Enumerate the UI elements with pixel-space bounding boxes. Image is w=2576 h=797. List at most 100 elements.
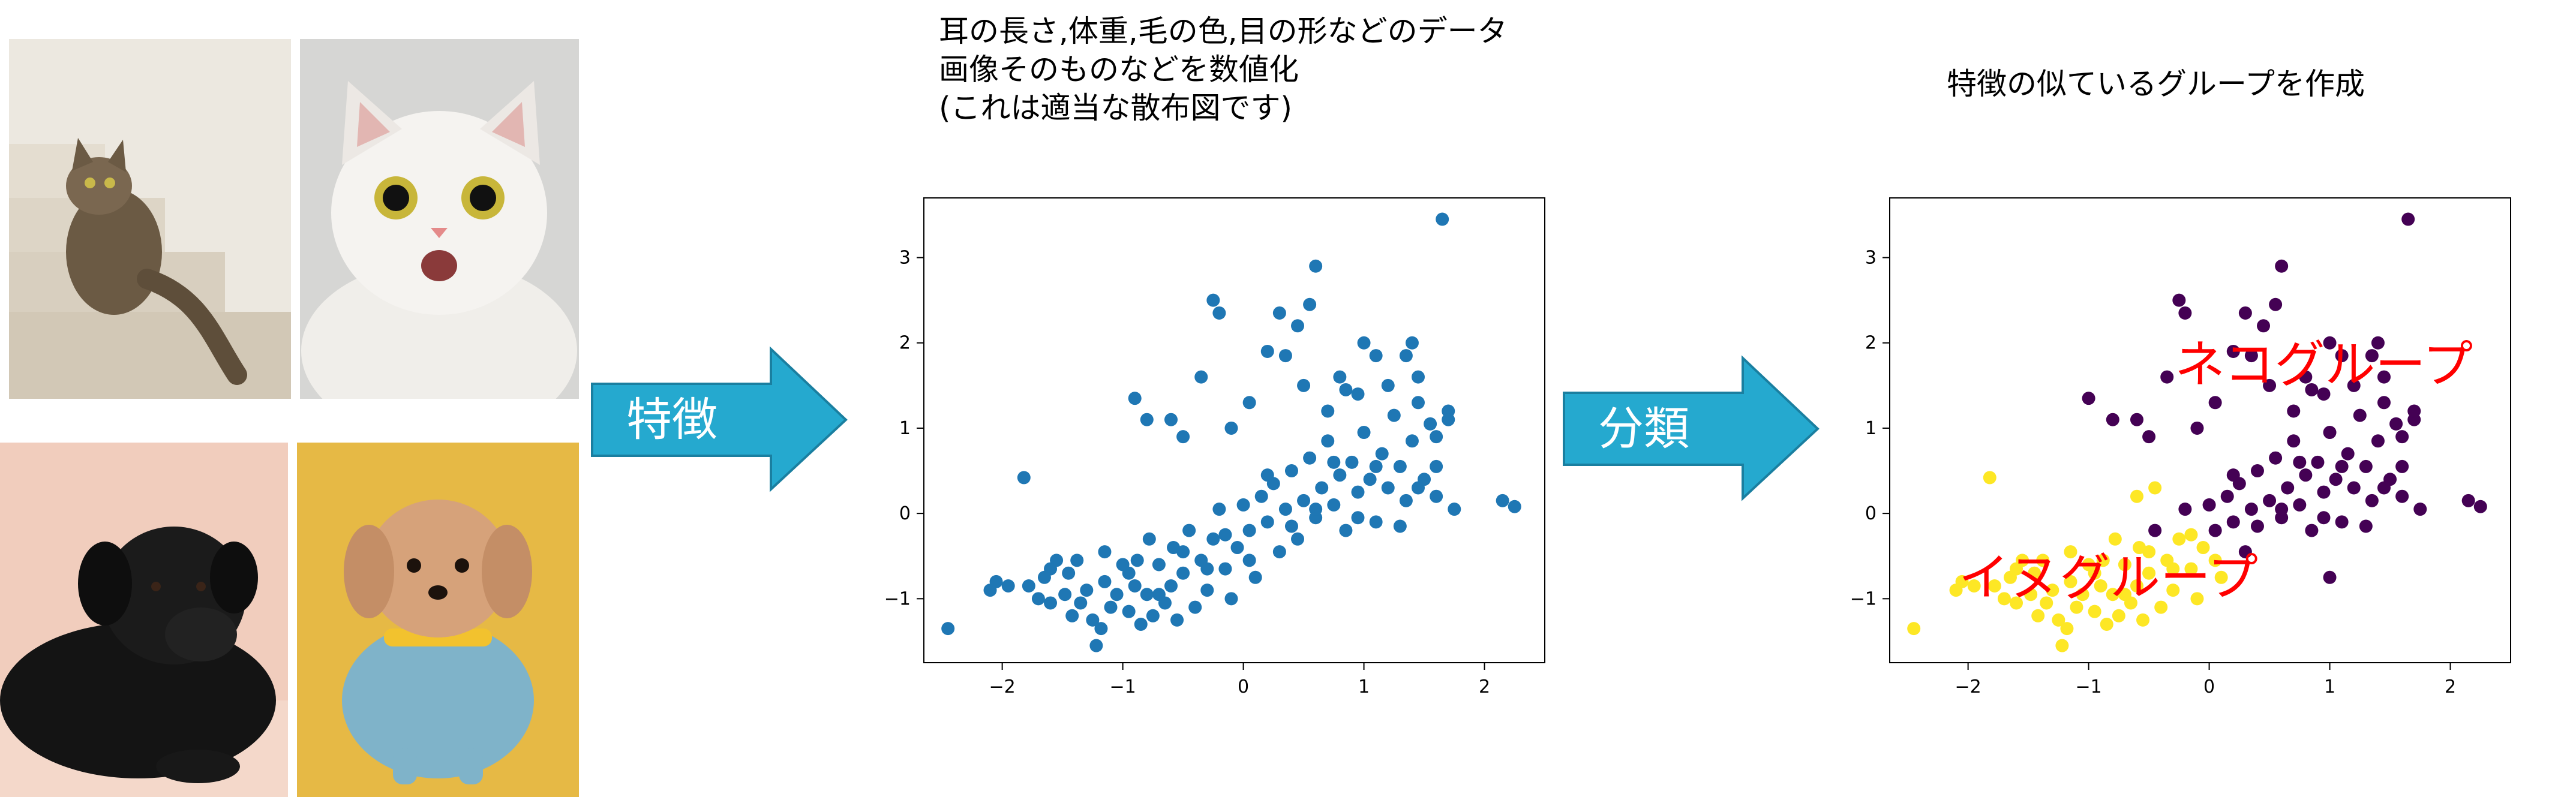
- scatter-point: [2257, 319, 2271, 333]
- scatter-point: [2130, 413, 2143, 426]
- scatter-point: [2106, 413, 2119, 426]
- y-tick-label: 1: [899, 418, 911, 439]
- scatter-point: [1218, 562, 1232, 576]
- scatter-point: [2335, 349, 2349, 363]
- x-tick-label: −2: [989, 676, 1016, 697]
- scatter-point: [2024, 588, 2038, 601]
- features-arrow: 特徴: [591, 346, 849, 492]
- scatter-point: [2244, 503, 2258, 516]
- scatter-point: [2082, 392, 2095, 405]
- scatter-point: [1224, 421, 1238, 435]
- scatter-point: [2070, 600, 2083, 614]
- scatter-point: [2263, 378, 2277, 392]
- scatter-point: [2148, 481, 2162, 495]
- scatter-point: [1351, 511, 1365, 525]
- scatter-point: [1357, 426, 1371, 440]
- scatter-point: [2281, 481, 2295, 495]
- scatter-point: [2371, 336, 2385, 350]
- scatter-point: [1242, 524, 1256, 537]
- dog-shirt: [342, 622, 534, 778]
- scatter-point: [2064, 545, 2077, 559]
- cat-pupil: [383, 185, 409, 211]
- scatter-point: [1130, 554, 1144, 567]
- scatter-point: [2094, 579, 2107, 593]
- scatter-point: [2347, 481, 2361, 495]
- y-tick-label: 3: [1865, 248, 1877, 269]
- scatter-point: [2088, 604, 2101, 618]
- y-tick-label: 2: [899, 333, 911, 354]
- scatter-point: [1089, 639, 1103, 652]
- scatter-point: [1357, 336, 1371, 350]
- x-tick-label: −2: [1955, 676, 1981, 697]
- scatter-point: [1284, 519, 1298, 533]
- y-tick-label: 3: [899, 248, 911, 269]
- scatter-point: [2389, 417, 2403, 431]
- scatter-point: [1182, 524, 1196, 537]
- scatter-point: [1230, 541, 1244, 555]
- scatter-point: [2407, 404, 2421, 418]
- scatter-point: [1309, 503, 1323, 516]
- scatter-point: [2166, 584, 2180, 597]
- scatter-point: [2076, 588, 2089, 601]
- scatter-point: [2010, 562, 2023, 576]
- scatter-point: [2461, 494, 2475, 507]
- scatter-point: [2317, 511, 2331, 525]
- scatter-point: [1321, 404, 1335, 418]
- black-dog-photo: [0, 443, 288, 797]
- scatter-point: [1152, 558, 1166, 572]
- scatter-point: [1424, 417, 1437, 431]
- scatter-point: [1291, 319, 1305, 333]
- scatter-point: [1122, 604, 1136, 618]
- scatter-point: [2371, 434, 2385, 448]
- scatter-point: [1442, 413, 1455, 426]
- scatter-point: [2208, 554, 2222, 567]
- scatter-point: [1176, 430, 1190, 444]
- x-tick-label: 2: [1479, 676, 1490, 697]
- scatter-point: [1170, 613, 1184, 627]
- scatter-point: [2166, 562, 2180, 576]
- scatter-point: [1399, 349, 1413, 363]
- scatter-point: [1369, 515, 1383, 529]
- scatter-point: [1369, 459, 1383, 473]
- scatter-point: [2238, 306, 2252, 320]
- scatter-point: [1200, 584, 1214, 597]
- y-tick-label: −1: [884, 588, 911, 609]
- scatter-point: [1074, 596, 1088, 610]
- scatter-point: [2305, 383, 2319, 396]
- scatter-point: [1430, 489, 1443, 503]
- scatter-point: [2250, 464, 2264, 478]
- scatter-point: [1496, 494, 1509, 507]
- scatter-point: [2148, 524, 2162, 537]
- dog-eye: [455, 558, 469, 573]
- surprised-white-cat-photo: [300, 39, 579, 399]
- cat-pupil: [470, 185, 496, 211]
- scatter-point: [2106, 588, 2119, 601]
- scatter-point: [2036, 554, 2050, 567]
- scatter-point: [2112, 609, 2125, 622]
- plot-frame: [1889, 197, 2511, 663]
- cat-head: [331, 111, 547, 315]
- scatter-point: [1206, 293, 1220, 307]
- scatter-point: [1260, 468, 1274, 482]
- scatter-point: [1387, 408, 1401, 422]
- scatter-point: [2190, 592, 2204, 606]
- scatter-point: [1001, 579, 1015, 593]
- scatter-point: [1176, 566, 1190, 580]
- scatter-point: [1393, 459, 1407, 473]
- scatter-point: [1146, 609, 1160, 622]
- scatter-point: [2172, 532, 2186, 546]
- x-tick-label: 1: [2324, 676, 2335, 697]
- scatter-point: [2323, 570, 2337, 584]
- scatter-point: [2202, 498, 2216, 512]
- cat-tail: [137, 269, 247, 385]
- scatter-point: [2040, 596, 2053, 610]
- cat-eye: [85, 178, 95, 188]
- scatter-point: [1327, 455, 1341, 469]
- scatter-plot-svg: −2 −1 0 1 2 −1 0 1 2 3: [1850, 197, 2511, 697]
- x-tick-label: 0: [2203, 676, 2215, 697]
- scatter-point: [1339, 524, 1353, 537]
- scatter-point: [2142, 545, 2156, 559]
- scatter-point: [1983, 471, 1996, 485]
- dog-in-shirt-photo: [297, 443, 579, 797]
- y-tick-label: −1: [1850, 588, 1877, 609]
